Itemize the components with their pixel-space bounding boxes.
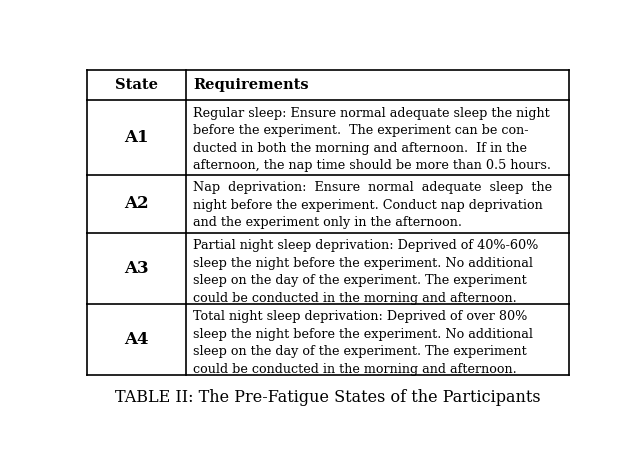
Text: A4: A4 bbox=[125, 331, 149, 348]
Text: Nap  deprivation:  Ensure  normal  adequate  sleep  the
night before the experim: Nap deprivation: Ensure normal adequate … bbox=[193, 182, 552, 229]
Text: A1: A1 bbox=[125, 129, 149, 146]
Text: A2: A2 bbox=[124, 196, 149, 212]
Text: TABLE II: The Pre-Fatigue States of the Participants: TABLE II: The Pre-Fatigue States of the … bbox=[115, 389, 541, 406]
Text: A3: A3 bbox=[124, 260, 149, 277]
Text: Regular sleep: Ensure normal adequate sleep the night
before the experiment.  Th: Regular sleep: Ensure normal adequate sl… bbox=[193, 106, 551, 172]
Text: State: State bbox=[115, 78, 158, 92]
Text: Requirements: Requirements bbox=[193, 78, 308, 92]
Text: Total night sleep deprivation: Deprived of over 80%
sleep the night before the e: Total night sleep deprivation: Deprived … bbox=[193, 310, 533, 376]
Text: Partial night sleep deprivation: Deprived of 40%-60%
sleep the night before the : Partial night sleep deprivation: Deprive… bbox=[193, 239, 538, 304]
